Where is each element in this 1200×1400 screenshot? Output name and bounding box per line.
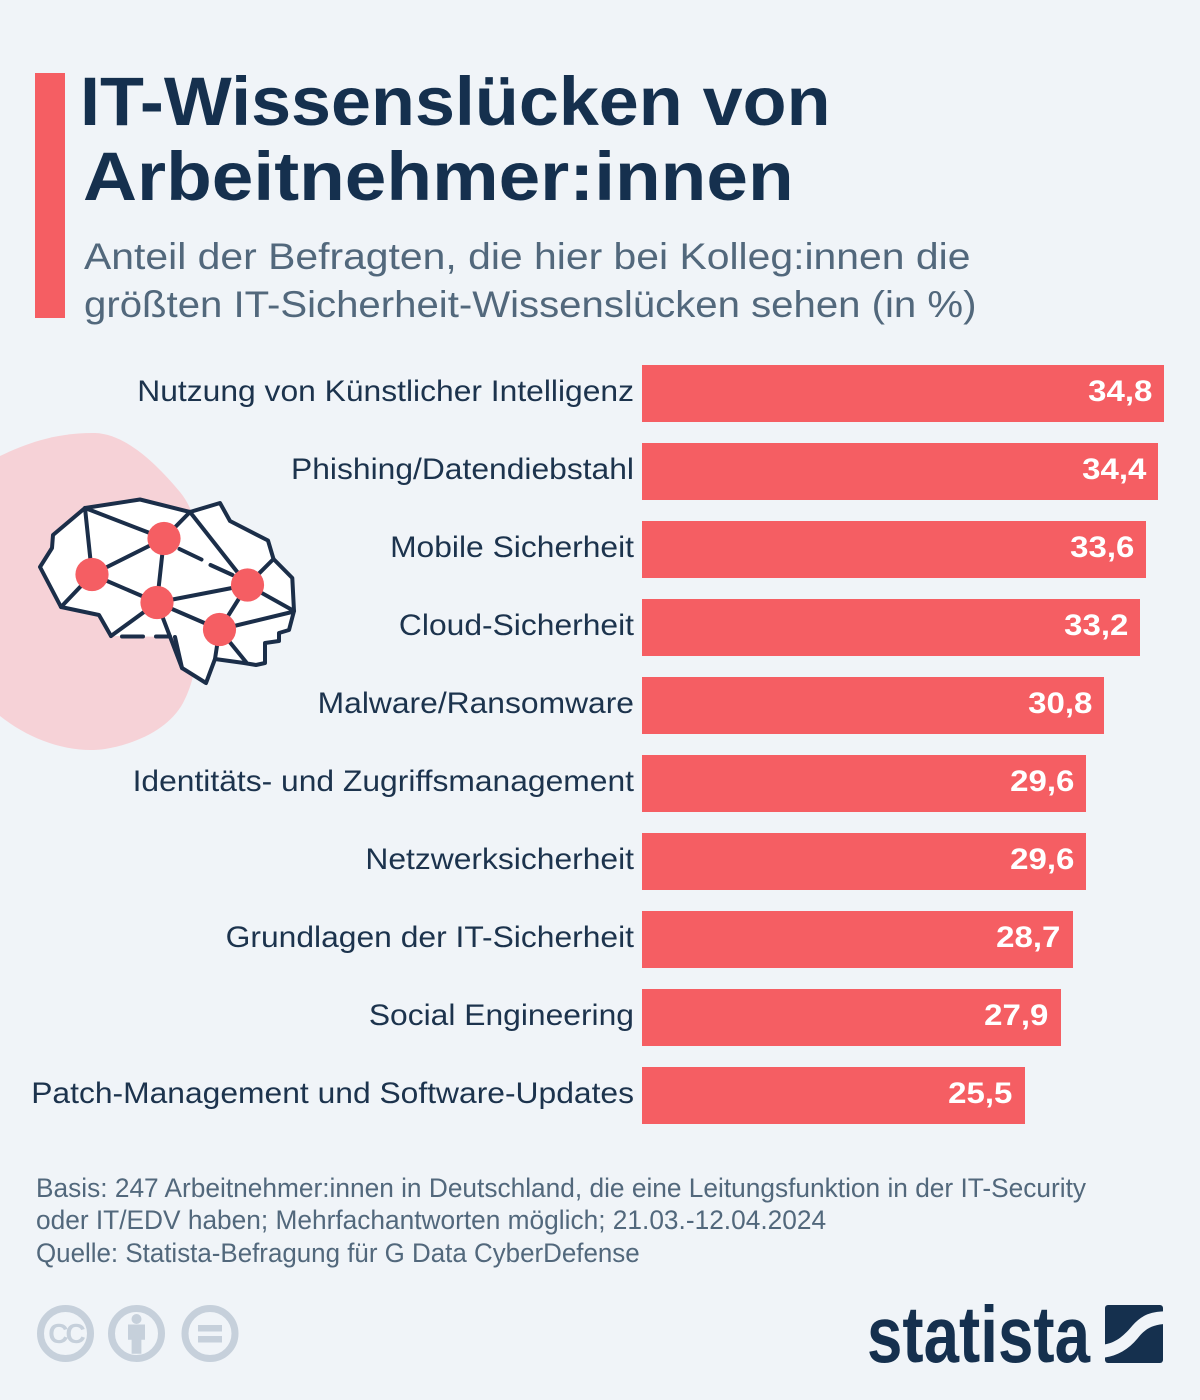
svg-text:statista: statista <box>867 1296 1090 1372</box>
svg-text:CC: CC <box>48 1318 85 1349</box>
